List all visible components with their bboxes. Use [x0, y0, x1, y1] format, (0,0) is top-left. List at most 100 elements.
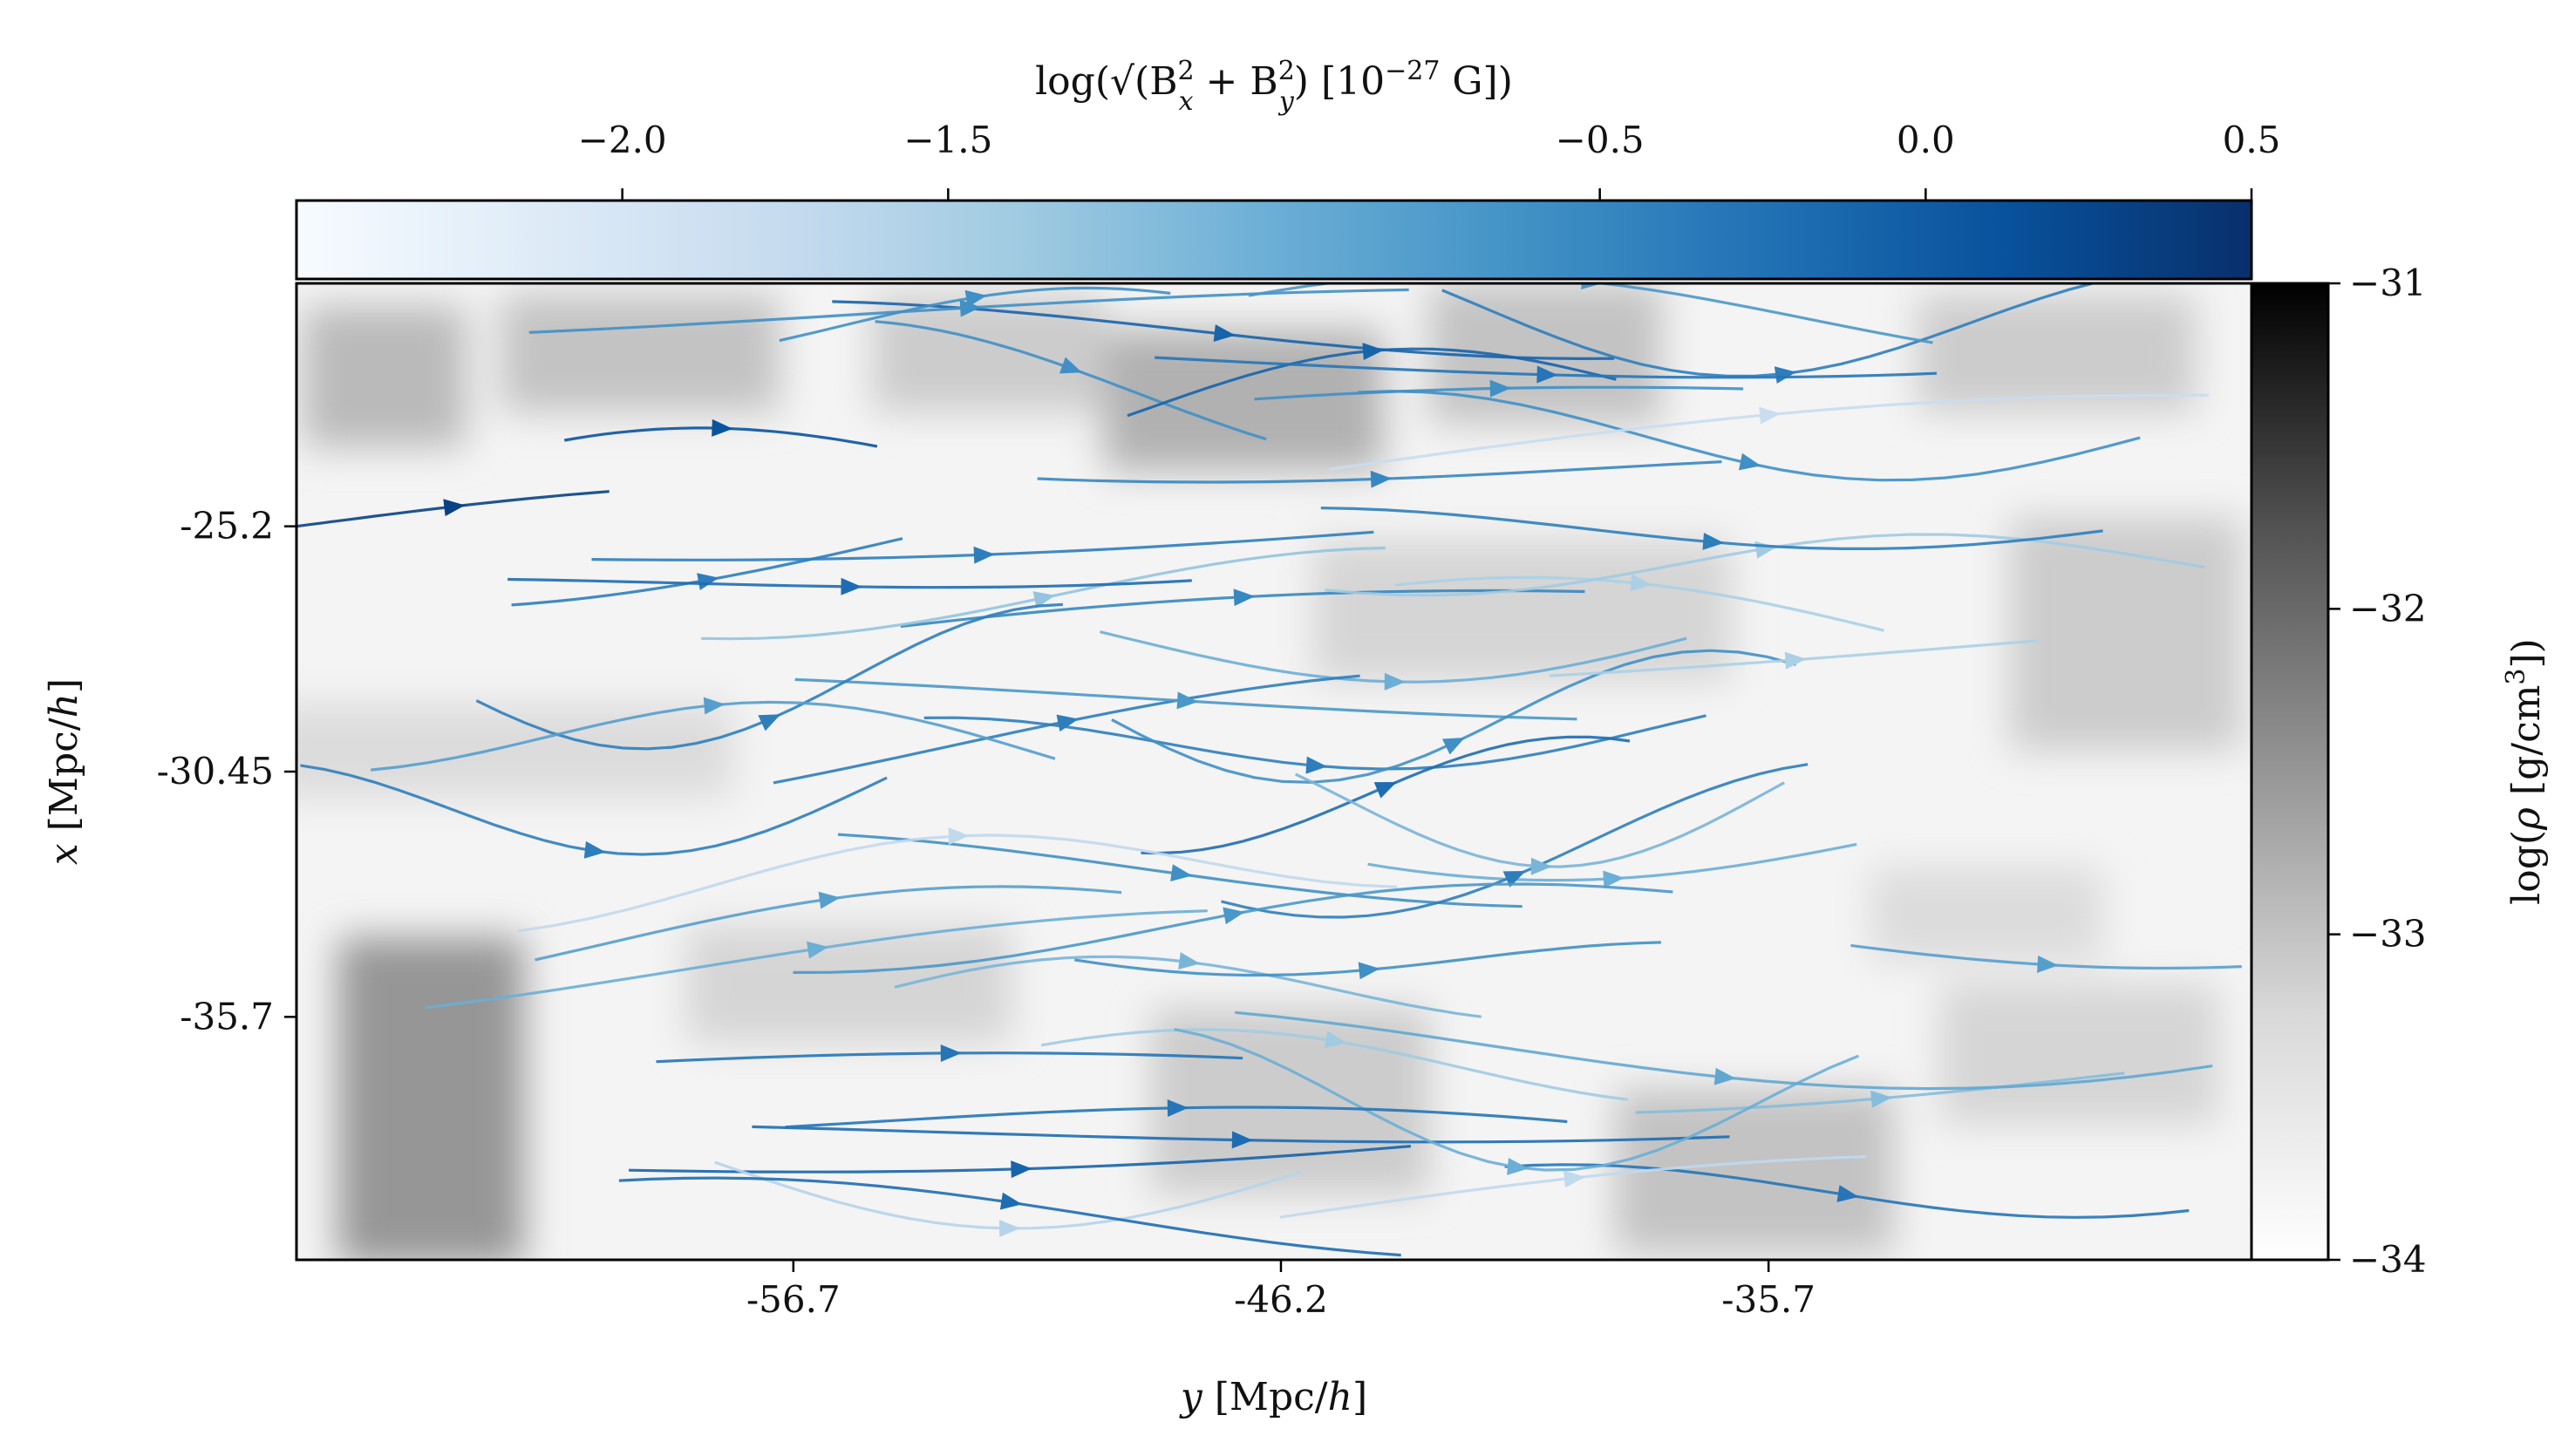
density-cell — [1429, 283, 1662, 424]
streamline-arrow — [1370, 470, 1393, 488]
streamline-arrow — [1233, 589, 1256, 607]
streamline-arrow — [1167, 1099, 1189, 1117]
streamline-arrow — [1223, 907, 1245, 925]
streamline-arrow — [1178, 952, 1201, 970]
field-colorbar-tick-label: 0.5 — [2223, 119, 2281, 161]
density-cell — [2010, 516, 2243, 751]
density-cell — [1104, 330, 1384, 471]
streamline-arrow — [1373, 782, 1397, 799]
streamline-arrow — [2037, 955, 2059, 973]
streamline-arrow — [1536, 365, 1558, 384]
streamline-arrow — [1530, 857, 1552, 875]
x-axis-label: y [Mpc/h] — [1179, 1375, 1367, 1419]
x-tick-label: -56.7 — [746, 1278, 841, 1321]
streamline-arrow — [583, 840, 606, 859]
streamline-arrow — [1630, 574, 1652, 592]
density-colorbar-ticks: −31 −32 −33 −34 — [2328, 262, 2427, 1281]
density-cell — [1917, 295, 2197, 412]
density-cell — [1940, 983, 2219, 1125]
density-cell — [303, 306, 467, 447]
streamline-arrow — [1032, 591, 1056, 609]
x-tick-label: -35.7 — [1721, 1278, 1815, 1321]
streamline-arrow — [1507, 1158, 1529, 1175]
streamline-arrow — [1836, 1185, 1859, 1202]
streamline-arrow — [818, 891, 841, 909]
field-colorbar-tick-label: −1.5 — [903, 119, 992, 161]
field-colorbar-ticks: −2.0 −1.5 −0.5 0.0 0.5 — [578, 119, 2281, 201]
streamline-arrow — [697, 573, 719, 590]
y-tick-label: -25.2 — [180, 505, 274, 548]
streamline-arrow — [1489, 379, 1511, 398]
streamline-arrow — [1739, 452, 1761, 471]
streamline-arrow — [1231, 1131, 1253, 1149]
density-colorbar-gradient — [2251, 283, 2328, 1260]
density-cell — [1870, 867, 2103, 962]
streamline-arrow — [959, 299, 982, 317]
streamline-arrow — [1358, 962, 1380, 980]
density-colorbar-tick-label: −34 — [2349, 1238, 2427, 1281]
streamline-arrow — [973, 546, 995, 564]
streamline-arrow — [1305, 756, 1328, 774]
streamline-arrow — [1170, 864, 1193, 882]
density-cell — [1150, 1007, 1430, 1194]
field-colorbar-frame — [295, 199, 2253, 281]
density-cell — [296, 704, 733, 798]
streamline-arrow — [1702, 532, 1725, 550]
y-tick-label: -35.7 — [180, 995, 274, 1038]
field-colorbar: −2.0 −1.5 −0.5 0.0 0.5 log(√(B2 x + B2 y) [10−… — [295, 56, 2281, 281]
streamline-arrow — [1384, 672, 1406, 691]
streamline-arrow — [999, 1192, 1023, 1210]
streamline-arrow — [1176, 691, 1199, 710]
density-colorbar-tick-label: −33 — [2349, 913, 2427, 956]
streamline-arrow — [712, 418, 733, 437]
field-streamline — [1248, 283, 1933, 344]
density-map — [296, 283, 2243, 1260]
streamline-arrow — [964, 289, 987, 308]
streamline-arrow — [1603, 870, 1625, 888]
density-cell — [872, 295, 1105, 412]
density-colorbar-frame — [2250, 282, 2330, 1262]
x-axis-ticks: -56.7 -46.2 -35.7 — [746, 1260, 1815, 1321]
streamline-arrow — [948, 827, 970, 846]
y-axis-ticks: -25.2 -30.45 -35.7 — [157, 505, 296, 1038]
field-colorbar-tick-label: 0.0 — [1897, 119, 1955, 161]
streamline-arrow — [1713, 1067, 1736, 1085]
streamline-arrow — [1563, 1170, 1585, 1188]
streamline-arrow — [703, 697, 725, 715]
y-tick-label: -30.45 — [157, 750, 274, 793]
streamline-arrow — [807, 941, 829, 959]
streamline-arrow — [1059, 357, 1082, 374]
streamline-arrow — [1441, 738, 1465, 755]
streamline-arrow — [1759, 406, 1781, 425]
streamline-arrow — [443, 499, 466, 517]
density-cell — [501, 295, 780, 412]
streamline-arrow — [940, 1044, 962, 1062]
density-colorbar-tick-label: −31 — [2349, 262, 2427, 304]
density-cell — [1313, 540, 1732, 681]
streamline-arrow — [1324, 1031, 1347, 1049]
streamline-arrow — [1581, 283, 1604, 290]
field-streamlines — [296, 283, 2242, 1257]
x-tick-label: -46.2 — [1234, 1278, 1328, 1321]
streamline-arrow — [999, 1219, 1021, 1237]
density-colorbar-label: log(ρ [g/cm3]) — [2501, 638, 2550, 905]
field-colorbar-gradient — [296, 201, 2251, 279]
streamline-arrow — [1362, 343, 1385, 361]
streamline-arrow — [841, 577, 862, 595]
streamline-arrow — [1870, 1090, 1892, 1108]
density-colorbar-tick-label: −32 — [2349, 587, 2427, 629]
streamline-arrow — [758, 714, 781, 731]
streamline-arrow — [1011, 1160, 1032, 1179]
field-colorbar-label: log(√(B2 x + B2 y) [10−27 G]) — [1035, 56, 1513, 117]
density-cell — [337, 937, 524, 1260]
streamline-arrow — [1213, 324, 1236, 342]
field-colorbar-tick-label: −0.5 — [1556, 119, 1645, 161]
streamline-arrow — [1774, 366, 1797, 384]
field-colorbar-tick-label: −2.0 — [578, 119, 667, 161]
y-axis-label: x [Mpc/h] — [42, 678, 86, 865]
streamline-arrow — [1784, 651, 1807, 670]
density-colorbar: −31 −32 −33 −34 log(ρ [g/cm3]) — [2250, 262, 2550, 1281]
density-cell — [1615, 1089, 1894, 1253]
plot-area: -56.7 -46.2 -35.7 -25.2 -30.45 -35.7 — [157, 282, 2253, 1321]
